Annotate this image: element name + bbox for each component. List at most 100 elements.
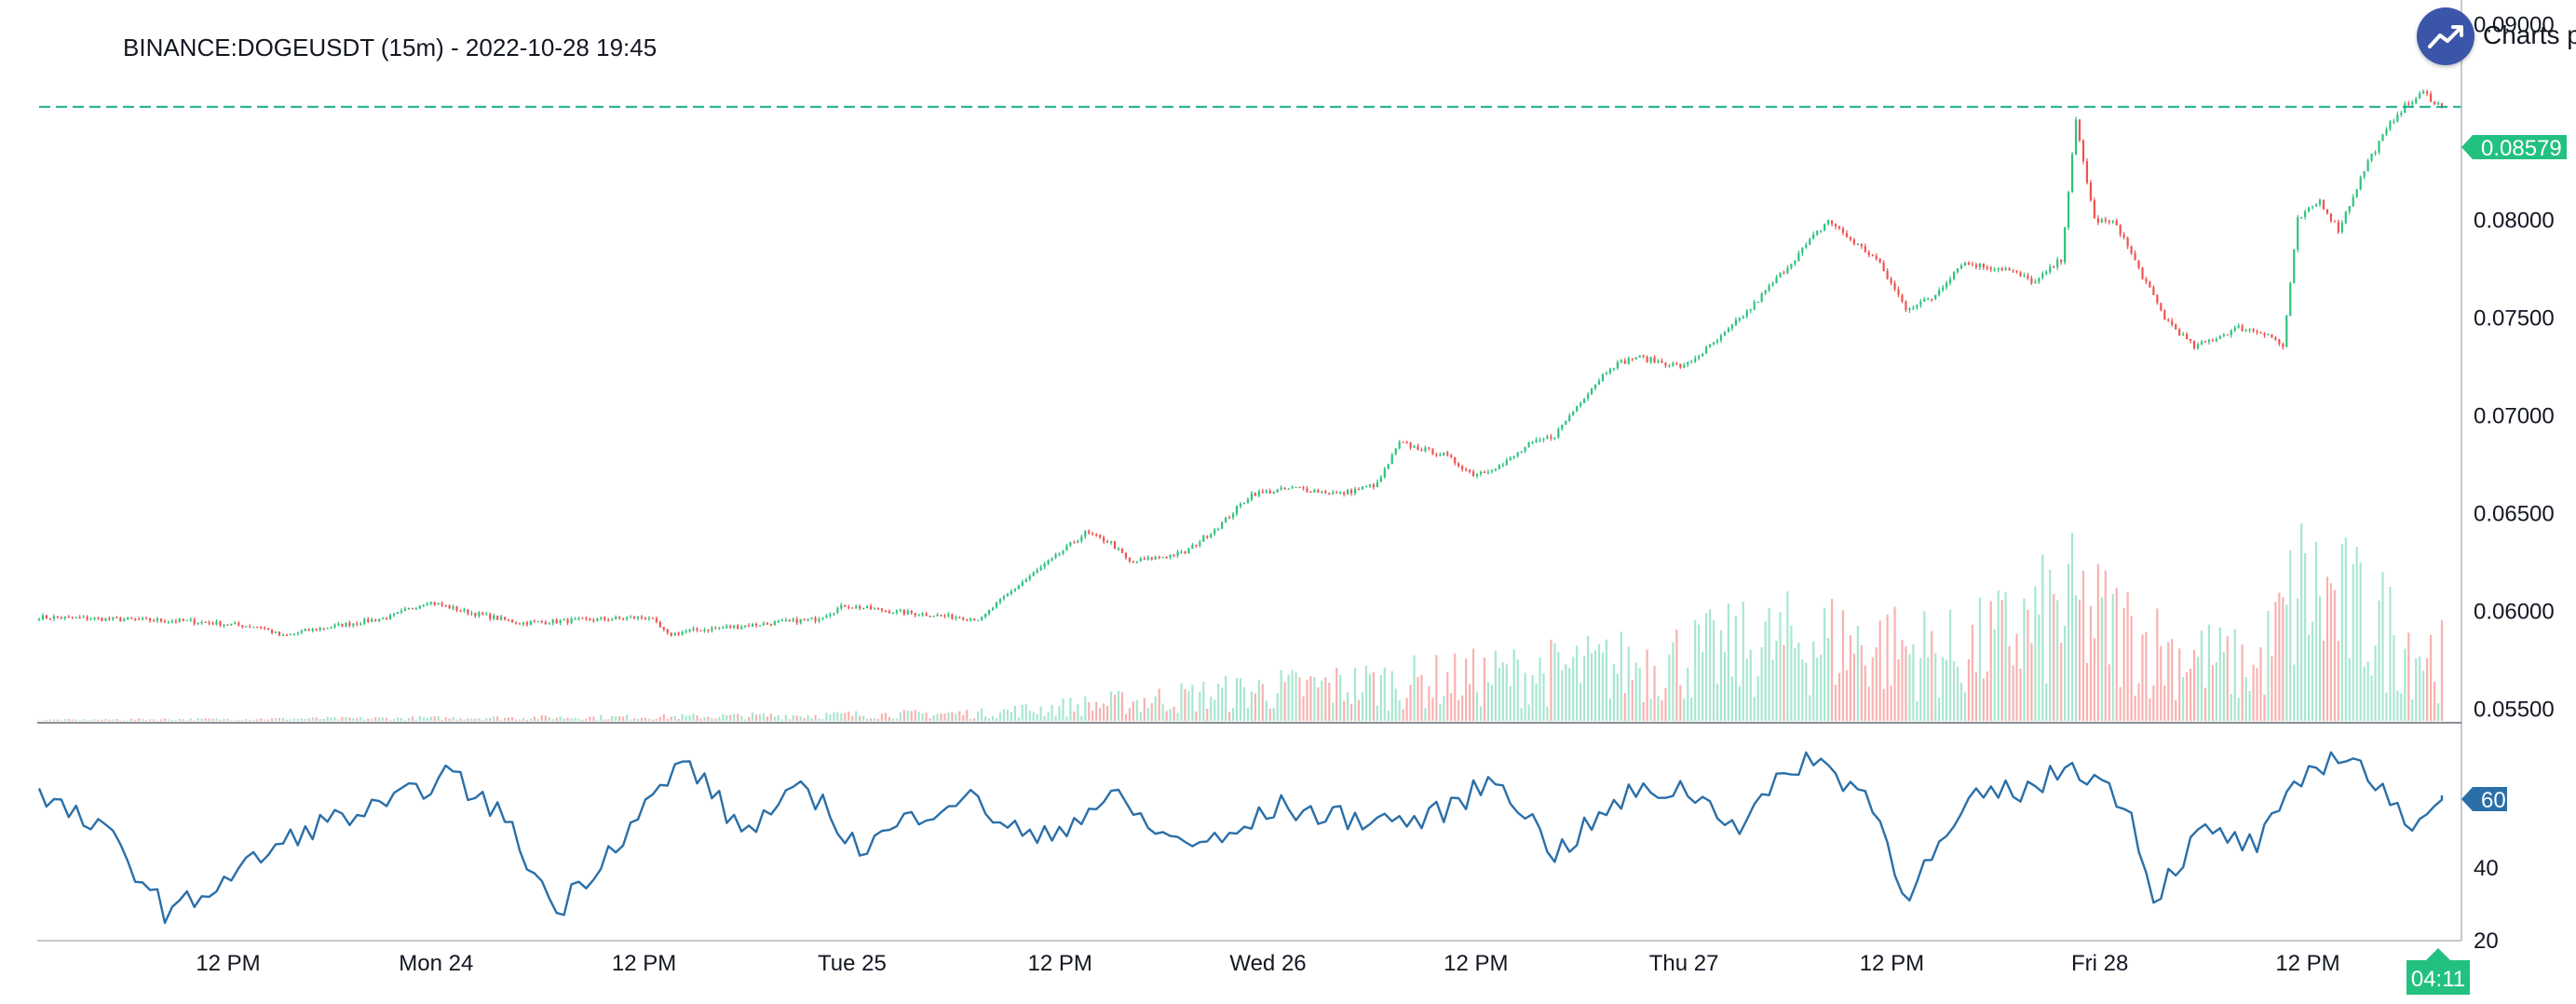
volume-bar [267, 719, 270, 721]
time-tick-label: Mon 24 [399, 951, 473, 976]
volume-bar [1250, 691, 1253, 721]
volume-bar [681, 713, 684, 721]
candle-body [219, 621, 222, 626]
volume-bar [1402, 709, 1404, 721]
candle-body [1749, 308, 1752, 311]
volume-bar [1952, 661, 1956, 721]
candle-body [1169, 554, 1172, 558]
candle-body [1051, 557, 1053, 561]
candle-body [733, 625, 736, 628]
candle-body [274, 631, 278, 633]
volume-bar [2237, 698, 2240, 721]
volume-bar [1967, 658, 1971, 721]
candle-body [2122, 234, 2125, 238]
candle-body [2126, 237, 2129, 247]
price-tick-label: 0.05500 [2474, 697, 2555, 722]
candle-body [1512, 455, 1515, 458]
volume-bar [2308, 634, 2311, 721]
candle-body [2134, 252, 2136, 261]
candle-body [1328, 493, 1331, 495]
volume-bar [489, 718, 492, 721]
volume-bar [1062, 699, 1064, 721]
volume-bar [1343, 700, 1346, 721]
volume-bar [2230, 693, 2232, 721]
candle-body [1809, 238, 1811, 245]
candle-body [1457, 463, 1460, 467]
volume-bar [1405, 698, 1408, 721]
candle-body [862, 607, 865, 610]
candle-body [1202, 536, 1205, 542]
volume-bar [1394, 688, 1397, 721]
volume-bar [1428, 685, 1430, 721]
candle-body [696, 628, 698, 631]
volume-bar [1417, 676, 1419, 721]
candle-body [1642, 355, 1645, 358]
candle-body [2141, 267, 2144, 279]
candle-body [725, 626, 728, 628]
volume-bar [574, 717, 576, 721]
candle-body [703, 630, 706, 631]
volume-bar [459, 718, 462, 721]
volume-bar [1161, 703, 1164, 721]
trend-up-icon[interactable] [2417, 7, 2474, 65]
candle-body [200, 621, 203, 623]
candle-body [1420, 449, 1423, 452]
volume-bar [2064, 625, 2067, 721]
volume-bar [1867, 686, 1870, 721]
volume-bar [1261, 684, 1264, 721]
candle-body [533, 621, 536, 623]
logo-text[interactable]: Charts p [2483, 20, 2576, 49]
volume-bar [1963, 692, 1967, 721]
volume-bar [500, 719, 503, 721]
volume-bar [2141, 634, 2144, 721]
volume-bar [304, 718, 306, 721]
candle-body [1321, 491, 1323, 493]
volume-bar [1353, 667, 1357, 721]
candle-body [1471, 471, 1475, 477]
volume-bar [2045, 683, 2048, 721]
candle-body [75, 617, 77, 618]
volume-bar [1864, 665, 1866, 721]
last-price-badge-shape [2461, 135, 2567, 159]
candle-body [148, 617, 152, 621]
candle-body [1139, 558, 1142, 562]
candle-body [585, 617, 588, 619]
volume-bar [1974, 672, 1977, 721]
candle-body [156, 618, 159, 621]
volume-bar [1013, 705, 1016, 721]
volume-bar [1039, 706, 1042, 721]
volume-bar [847, 712, 850, 721]
volume-bar [112, 719, 115, 721]
volume-bar [1120, 692, 1124, 721]
volume-bar [119, 720, 122, 721]
volume-bar [2119, 686, 2122, 721]
volume-bar [330, 717, 332, 721]
volume-bar [914, 710, 916, 721]
volume-bar [1002, 709, 1006, 721]
candle-body [2440, 102, 2444, 107]
volume-bar [1546, 706, 1549, 721]
volume-bar [1542, 673, 1545, 721]
candle-body [2222, 334, 2225, 336]
volume-bar [2122, 607, 2125, 721]
volume-bar [2289, 550, 2292, 721]
price-tick-label: 0.06000 [2474, 599, 2555, 624]
volume-bar [1827, 637, 1830, 721]
candle-body [1649, 357, 1652, 362]
volume-bar [1576, 645, 1579, 721]
candle-body [193, 619, 196, 624]
candle-body [2023, 275, 2026, 277]
volume-bar [1390, 671, 1393, 721]
volume-bar [1971, 624, 1973, 721]
candle-body [1694, 358, 1697, 362]
candle-body [769, 623, 772, 626]
candle-body [1158, 556, 1160, 559]
volume-bar [1568, 668, 1571, 721]
candle-body [444, 605, 447, 607]
candle-body [2156, 294, 2159, 304]
candle-body [1912, 307, 1915, 309]
volume-bar [1745, 658, 1748, 721]
candle-body [1065, 545, 1068, 551]
volume-bar [2190, 668, 2192, 721]
candle-body [307, 629, 310, 631]
